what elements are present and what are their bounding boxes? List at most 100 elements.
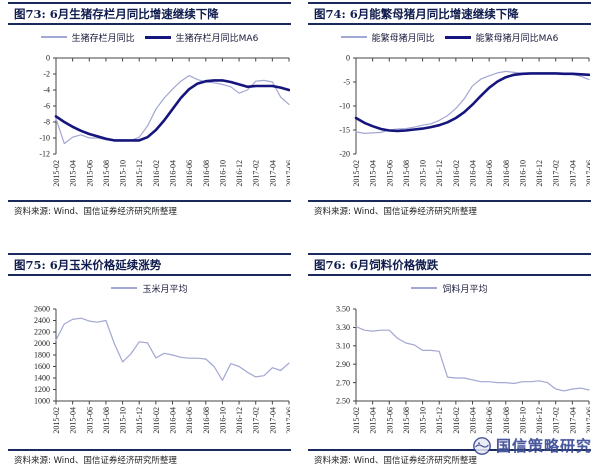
legend-label: 生猪存栏月同比 <box>71 33 135 44</box>
title-rule-bottom <box>8 274 291 276</box>
svg-text:2.90: 2.90 <box>336 360 350 369</box>
svg-text:2015-02: 2015-02 <box>352 160 361 187</box>
svg-text:2400: 2400 <box>34 316 50 325</box>
svg-text:2600: 2600 <box>34 305 50 314</box>
legend-item: 饲料月平均 <box>411 282 488 295</box>
svg-text:-10: -10 <box>339 102 350 111</box>
source-rule <box>308 200 591 202</box>
svg-text:2015-02: 2015-02 <box>52 407 61 434</box>
title-rule-top <box>308 253 591 255</box>
legend-line-swatch <box>340 36 367 38</box>
legend-item: 生猪存栏月同比 <box>40 31 135 44</box>
line-chart-fig75: 2600240022002000180016001400120010002015… <box>34 305 290 434</box>
title-rule-top <box>8 253 291 255</box>
legend-label: 生猪存栏月同比MA6 <box>175 33 259 44</box>
title-rule-bottom <box>8 23 291 25</box>
svg-text:2015-08: 2015-08 <box>102 407 111 434</box>
chart-title: 图75: 6月玉米价格延续涨势 <box>14 258 162 272</box>
svg-text:0: 0 <box>46 54 50 63</box>
svg-text:-15: -15 <box>339 126 350 135</box>
svg-text:2017-04: 2017-04 <box>568 160 577 187</box>
svg-text:2017-04: 2017-04 <box>268 160 277 187</box>
svg-text:2016-12: 2016-12 <box>535 160 544 187</box>
svg-text:-2: -2 <box>43 70 50 79</box>
svg-text:2015-12: 2015-12 <box>435 407 444 434</box>
svg-text:2015-08: 2015-08 <box>102 160 111 187</box>
svg-text:-12: -12 <box>39 150 50 159</box>
svg-text:-6: -6 <box>43 102 50 111</box>
svg-text:2016-10: 2016-10 <box>518 160 527 187</box>
svg-text:2016-08: 2016-08 <box>202 407 211 434</box>
svg-text:2016-02: 2016-02 <box>152 407 161 434</box>
source-note: 资料来源: Wind、国信证券经济研究所整理 <box>314 455 477 466</box>
svg-text:2015-08: 2015-08 <box>402 407 411 434</box>
svg-text:2015-02: 2015-02 <box>352 407 361 434</box>
svg-text:2017-04: 2017-04 <box>268 407 277 434</box>
svg-text:2016-06: 2016-06 <box>185 160 194 187</box>
svg-text:2015-12: 2015-12 <box>435 160 444 187</box>
svg-text:0: 0 <box>346 54 350 63</box>
svg-text:2016-08: 2016-08 <box>502 160 511 187</box>
legend-line-swatch <box>144 35 171 39</box>
svg-text:2.70: 2.70 <box>336 378 350 387</box>
svg-text:1200: 1200 <box>34 385 50 394</box>
svg-text:2016-12: 2016-12 <box>535 407 544 434</box>
legend-line-swatch <box>411 287 438 289</box>
svg-text:2016-10: 2016-10 <box>218 407 227 434</box>
svg-text:-20: -20 <box>339 150 350 159</box>
svg-text:2015-02: 2015-02 <box>52 160 61 187</box>
svg-text:2015-10: 2015-10 <box>419 407 428 434</box>
svg-text:2016-04: 2016-04 <box>169 407 178 434</box>
svg-text:2017-04: 2017-04 <box>568 407 577 434</box>
svg-text:2015-04: 2015-04 <box>369 407 378 434</box>
svg-text:2017-02: 2017-02 <box>552 160 561 187</box>
svg-text:2015-06: 2015-06 <box>85 407 94 434</box>
svg-text:2016-12: 2016-12 <box>235 160 244 187</box>
svg-text:-5: -5 <box>343 78 350 87</box>
svg-text:2015-10: 2015-10 <box>119 160 128 187</box>
panel-fig76: 图76: 6月饲料价格微跌 饲料月平均 3.50 3.30 3.10 2.90 2.70… <box>300 246 600 471</box>
svg-text:1000: 1000 <box>34 397 50 406</box>
svg-text:2015-06: 2015-06 <box>385 407 394 434</box>
svg-text:2015-04: 2015-04 <box>369 160 378 187</box>
svg-text:2015-12: 2015-12 <box>135 407 144 434</box>
svg-text:2016-02: 2016-02 <box>152 160 161 187</box>
svg-text:2.50: 2.50 <box>336 397 350 406</box>
svg-text:2015-10: 2015-10 <box>419 160 428 187</box>
legend-item: 能繁母猪月同比MA6 <box>444 31 559 44</box>
chart-legend: 饲料月平均 <box>308 278 591 298</box>
svg-text:3.30: 3.30 <box>336 323 350 332</box>
svg-text:2015-04: 2015-04 <box>69 407 78 434</box>
svg-text:1800: 1800 <box>34 351 50 360</box>
svg-text:2015-08: 2015-08 <box>402 160 411 187</box>
chart-legend: 生猪存栏月同比 生猪存栏月同比MA6 <box>8 27 291 47</box>
panel-fig75: 图75: 6月玉米价格延续涨势 玉米月平均 2600 2400 2200 2000 18… <box>0 246 300 471</box>
legend-line-swatch <box>40 36 67 38</box>
title-rule-bottom <box>308 23 591 25</box>
title-rule-top <box>8 2 291 4</box>
source-note: 资料来源: Wind、国信证券经济研究所整理 <box>14 206 177 217</box>
svg-text:2016-04: 2016-04 <box>469 160 478 187</box>
svg-text:2016-02: 2016-02 <box>452 407 461 434</box>
svg-text:2015-10: 2015-10 <box>119 407 128 434</box>
source-note: 资料来源: Wind、国信证券经济研究所整理 <box>14 455 177 466</box>
svg-text:2015-12: 2015-12 <box>135 160 144 187</box>
svg-text:2017-06: 2017-06 <box>585 160 590 187</box>
svg-text:2015-06: 2015-06 <box>385 160 394 187</box>
legend-label: 玉米月平均 <box>142 284 188 295</box>
panel-fig73: 图73: 6月生猪存栏月同比增速继续下降 生猪存栏月同比 生猪存栏月同比MA6 0… <box>0 0 300 246</box>
svg-text:-8: -8 <box>43 118 50 127</box>
svg-text:2016-04: 2016-04 <box>169 160 178 187</box>
chart-title: 图74: 6月能繁母猪月同比增速继续下降 <box>314 7 519 21</box>
legend-label: 能繁母猪月同比MA6 <box>475 33 559 44</box>
legend-item: 玉米月平均 <box>111 282 188 295</box>
svg-text:1400: 1400 <box>34 374 50 383</box>
svg-text:2017-02: 2017-02 <box>552 407 561 434</box>
svg-text:2016-08: 2016-08 <box>502 407 511 434</box>
svg-text:2016-02: 2016-02 <box>452 160 461 187</box>
svg-text:3.50: 3.50 <box>336 305 350 314</box>
svg-text:1600: 1600 <box>34 362 50 371</box>
